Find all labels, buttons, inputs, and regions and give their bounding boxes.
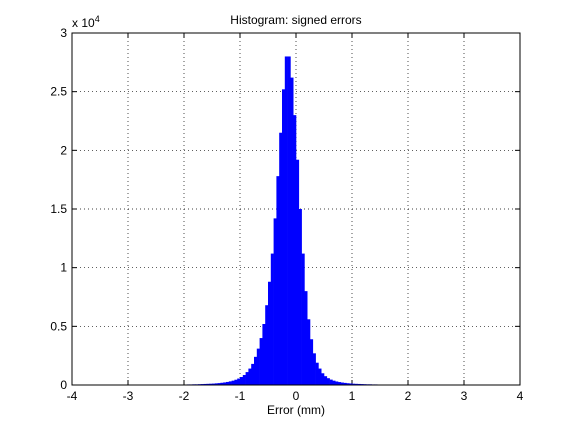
bar bbox=[346, 383, 350, 385]
bar bbox=[209, 383, 213, 385]
bar bbox=[284, 56, 288, 385]
bar bbox=[282, 89, 286, 385]
bar bbox=[352, 383, 356, 385]
bar bbox=[338, 382, 342, 385]
y-tick-label: 3 bbox=[60, 26, 67, 40]
bar bbox=[206, 383, 210, 385]
bar bbox=[301, 253, 305, 385]
bar bbox=[276, 176, 280, 385]
bar bbox=[304, 291, 308, 385]
y-tick-label: 0 bbox=[60, 378, 67, 392]
bar bbox=[298, 209, 302, 385]
x-tick-label: 2 bbox=[405, 389, 412, 403]
bar bbox=[268, 281, 272, 385]
x-tick-label: -4 bbox=[67, 389, 78, 403]
bar bbox=[245, 372, 249, 385]
bar bbox=[279, 132, 283, 385]
y-tick-label: 1.5 bbox=[50, 202, 67, 216]
bar bbox=[329, 379, 333, 385]
y-tick-label: 1 bbox=[60, 261, 67, 275]
x-tick-label: -2 bbox=[179, 389, 190, 403]
bar bbox=[223, 382, 227, 385]
y-tick-label: 2 bbox=[60, 143, 67, 157]
bar bbox=[335, 381, 339, 385]
x-tick-label: 0 bbox=[293, 389, 300, 403]
bar bbox=[265, 305, 269, 385]
x-tick-label: -3 bbox=[123, 389, 134, 403]
bar bbox=[220, 382, 224, 385]
y-tick-label: 2.5 bbox=[50, 85, 67, 99]
y-scale-exponent: 4 bbox=[95, 14, 100, 24]
x-tick-label: -1 bbox=[235, 389, 246, 403]
bar bbox=[240, 377, 244, 385]
bar bbox=[242, 375, 246, 385]
bar bbox=[310, 339, 314, 385]
x-tick-label: 4 bbox=[517, 389, 524, 403]
bar bbox=[357, 383, 361, 385]
bar bbox=[273, 218, 277, 385]
bar bbox=[217, 383, 221, 385]
bar bbox=[321, 373, 325, 385]
bar bbox=[324, 376, 328, 385]
bar bbox=[214, 383, 218, 385]
bar bbox=[234, 379, 238, 385]
bar bbox=[340, 382, 344, 385]
bar bbox=[312, 353, 316, 385]
bar bbox=[296, 159, 300, 385]
axes-box bbox=[71, 32, 521, 386]
y-scale-label: x 104 bbox=[72, 14, 100, 30]
bar bbox=[203, 383, 207, 385]
bar bbox=[228, 381, 232, 385]
bar bbox=[318, 368, 322, 385]
bar bbox=[254, 356, 258, 385]
bar bbox=[259, 338, 263, 385]
chart-title: Histogram: signed errors bbox=[230, 13, 361, 27]
bar bbox=[237, 378, 241, 385]
bar bbox=[326, 378, 330, 385]
bar bbox=[251, 363, 255, 385]
bar bbox=[231, 380, 235, 385]
bar bbox=[226, 381, 230, 385]
x-tick-label: 3 bbox=[461, 389, 468, 403]
bar bbox=[262, 323, 266, 385]
bar bbox=[315, 362, 319, 385]
bar bbox=[349, 383, 353, 385]
bar bbox=[343, 382, 347, 385]
bar bbox=[256, 348, 260, 385]
bar bbox=[287, 56, 291, 385]
y-scale-base: x 10 bbox=[72, 16, 95, 30]
x-tick-label: 1 bbox=[349, 389, 356, 403]
bar bbox=[270, 253, 274, 385]
bar bbox=[212, 383, 216, 385]
bar bbox=[307, 319, 311, 385]
bar bbox=[293, 115, 297, 385]
bar bbox=[332, 380, 336, 385]
bar bbox=[354, 383, 358, 385]
bar bbox=[248, 368, 252, 385]
x-axis-label: Error (mm) bbox=[267, 403, 325, 417]
y-tick-label: 0.5 bbox=[50, 319, 67, 333]
bar bbox=[290, 77, 294, 385]
